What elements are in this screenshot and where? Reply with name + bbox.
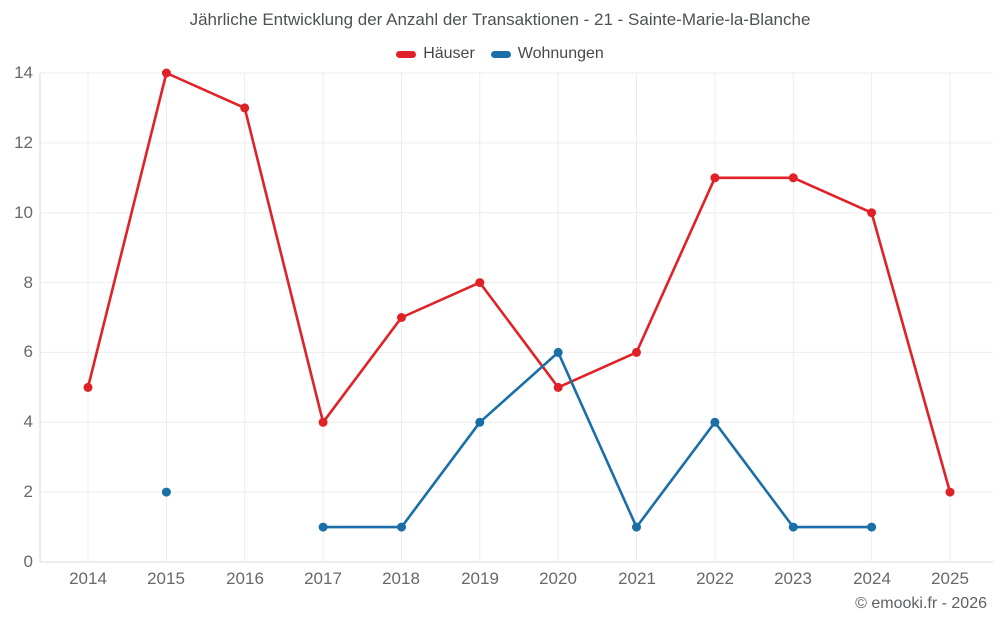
x-tick-label: 2022 xyxy=(696,569,734,588)
x-tick-label: 2015 xyxy=(147,569,185,588)
y-tick-label: 2 xyxy=(23,482,33,501)
wohnungen-data-point xyxy=(867,522,877,532)
hauser-data-point xyxy=(397,313,406,322)
wohnungen-data-point xyxy=(397,522,406,532)
hauser-data-point xyxy=(475,278,485,288)
legend: Häuser Wohnungen xyxy=(0,45,1000,63)
x-tick-label: 2024 xyxy=(853,569,891,588)
wohnungen-data-point xyxy=(318,522,328,532)
copyright-text: © emooki.fr - 2026 xyxy=(855,595,987,612)
chart-title: Jährliche Entwicklung der Anzahl der Tra… xyxy=(189,10,811,29)
x-tick-label: 2019 xyxy=(461,569,499,588)
x-tick-label: 2021 xyxy=(618,569,656,588)
legend-label-hauser: Häuser xyxy=(423,45,475,62)
wohnungen-data-point xyxy=(553,347,563,357)
hauser-data-point xyxy=(788,173,798,183)
legend-label-wohnungen: Wohnungen xyxy=(517,45,604,62)
wohnungen-data-point xyxy=(475,417,485,427)
y-tick-label: 0 xyxy=(23,552,33,571)
wohnungen-data-point xyxy=(161,487,171,497)
x-tick-label: 2018 xyxy=(382,569,420,588)
hauser-data-point xyxy=(161,68,171,78)
x-tick-label: 2020 xyxy=(539,569,577,588)
hauser-data-point xyxy=(83,382,93,392)
legend-item-wohnungen[interactable]: Wohnungen xyxy=(490,45,604,63)
hauser-data-point xyxy=(553,382,563,392)
x-tick-label: 2023 xyxy=(774,569,812,588)
hauser-data-point xyxy=(240,103,250,113)
legend-swatch-hauser xyxy=(396,50,417,58)
x-tick-label: 2017 xyxy=(304,569,342,588)
y-tick-label: 14 xyxy=(14,63,33,82)
wohnungen-line xyxy=(321,351,873,529)
y-tick-label: 6 xyxy=(23,342,33,361)
y-tick-label: 10 xyxy=(14,203,33,222)
hauser-data-point xyxy=(710,173,720,183)
legend-swatch-wohnungen xyxy=(490,50,511,58)
legend-item-hauser[interactable]: Häuser xyxy=(396,45,475,63)
x-tick-label: 2014 xyxy=(69,569,107,588)
hauser-data-point xyxy=(632,347,641,357)
x-tick-label: 2025 xyxy=(931,569,969,588)
hauser-data-point xyxy=(945,487,955,497)
y-tick-label: 4 xyxy=(23,412,33,431)
wohnungen-data-point xyxy=(710,417,720,427)
wohnungen-data-point xyxy=(632,522,641,532)
hauser-data-point xyxy=(867,208,877,218)
wohnungen-data-point xyxy=(788,522,798,532)
y-tick-label: 12 xyxy=(14,133,33,152)
y-tick-label: 8 xyxy=(23,273,33,292)
hauser-data-point xyxy=(318,417,328,427)
hauser-line xyxy=(86,71,952,494)
x-tick-label: 2016 xyxy=(226,569,264,588)
